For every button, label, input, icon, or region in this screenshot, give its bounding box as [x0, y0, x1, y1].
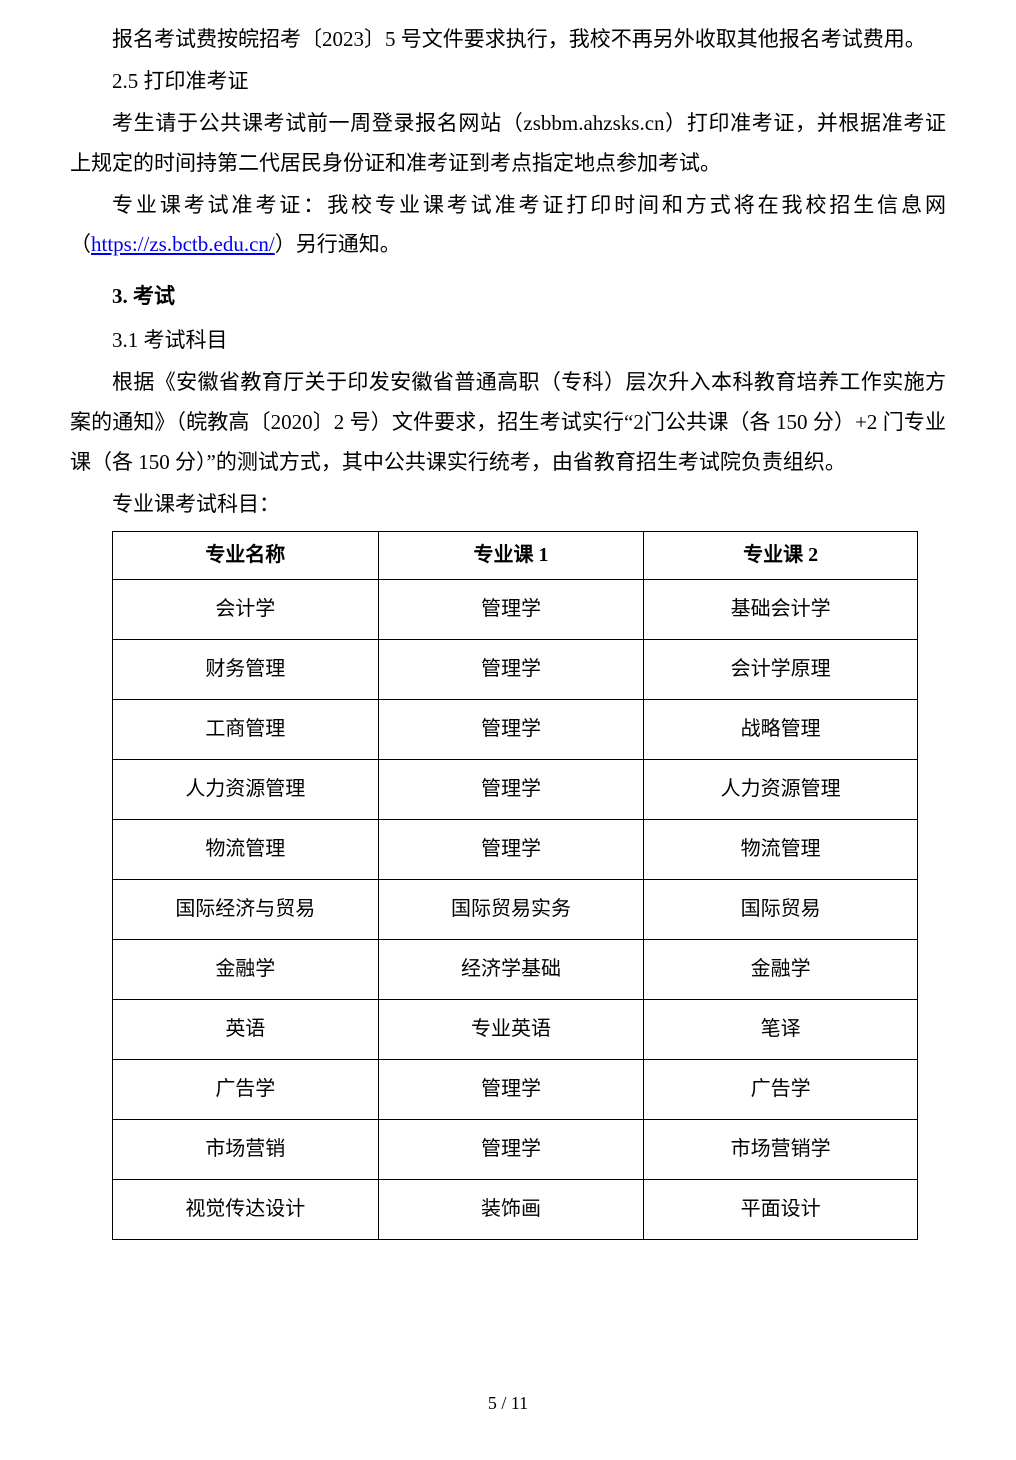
cell-major: 市场营销: [113, 1119, 379, 1179]
section-3-1-title: 3.1 考试科目: [70, 321, 946, 361]
cell-course2: 广告学: [644, 1059, 918, 1119]
cell-course1: 管理学: [378, 639, 644, 699]
cell-major: 会计学: [113, 579, 379, 639]
header-course-1: 专业课 1: [378, 531, 644, 579]
cell-major: 工商管理: [113, 699, 379, 759]
cell-course1: 管理学: [378, 1119, 644, 1179]
cell-course2: 金融学: [644, 939, 918, 999]
table-row: 广告学 管理学 广告学: [113, 1059, 918, 1119]
table-row: 物流管理 管理学 物流管理: [113, 819, 918, 879]
cell-course2: 市场营销学: [644, 1119, 918, 1179]
cell-course1: 管理学: [378, 699, 644, 759]
cell-major: 金融学: [113, 939, 379, 999]
header-course-2: 专业课 2: [644, 531, 918, 579]
section-2-5-title: 2.5 打印准考证: [70, 62, 946, 102]
exam-subjects-paragraph: 根据《安徽省教育厅关于印发安徽省普通高职（专科）层次升入本科教育培养工作实施方案…: [70, 363, 946, 483]
cell-major: 视觉传达设计: [113, 1179, 379, 1239]
cell-course1: 管理学: [378, 759, 644, 819]
table-row: 金融学 经济学基础 金融学: [113, 939, 918, 999]
print-ticket-paragraph: 考生请于公共课考试前一周登录报名网站（zsbbm.ahzsks.cn）打印准考证…: [70, 104, 946, 184]
cell-course2: 人力资源管理: [644, 759, 918, 819]
table-row: 人力资源管理 管理学 人力资源管理: [113, 759, 918, 819]
table-row: 国际经济与贸易 国际贸易实务 国际贸易: [113, 879, 918, 939]
table-row: 英语 专业英语 笔译: [113, 999, 918, 1059]
table-row: 工商管理 管理学 战略管理: [113, 699, 918, 759]
cell-course1: 经济学基础: [378, 939, 644, 999]
page-number: 5 / 11: [0, 1386, 1016, 1420]
cell-course2: 战略管理: [644, 699, 918, 759]
pro-course-ticket-paragraph: 专业课考试准考证：我校专业课考试准考证打印时间和方式将在我校招生信息网（http…: [70, 186, 946, 266]
table-header-row: 专业名称 专业课 1 专业课 2: [113, 531, 918, 579]
table-body: 会计学 管理学 基础会计学 财务管理 管理学 会计学原理 工商管理 管理学 战略…: [113, 579, 918, 1239]
cell-course2: 笔译: [644, 999, 918, 1059]
cell-course1: 管理学: [378, 1059, 644, 1119]
cell-major: 财务管理: [113, 639, 379, 699]
cell-course2: 物流管理: [644, 819, 918, 879]
cell-major: 广告学: [113, 1059, 379, 1119]
fee-paragraph: 报名考试费按皖招考〔2023〕5 号文件要求执行，我校不再另外收取其他报名考试费…: [70, 20, 946, 60]
section-3-title: 3. 考试: [70, 277, 946, 317]
table-intro: 专业课考试科目：: [70, 485, 946, 525]
cell-course2: 国际贸易: [644, 879, 918, 939]
major-courses-table: 专业名称 专业课 1 专业课 2 会计学 管理学 基础会计学 财务管理 管理学 …: [112, 531, 918, 1240]
cell-major: 物流管理: [113, 819, 379, 879]
cell-course1: 装饰画: [378, 1179, 644, 1239]
header-major-name: 专业名称: [113, 531, 379, 579]
table-row: 会计学 管理学 基础会计学: [113, 579, 918, 639]
admissions-link[interactable]: https://zs.bctb.edu.cn/: [91, 232, 275, 256]
cell-course1: 管理学: [378, 819, 644, 879]
cell-course2: 基础会计学: [644, 579, 918, 639]
cell-course1: 专业英语: [378, 999, 644, 1059]
table-row: 财务管理 管理学 会计学原理: [113, 639, 918, 699]
cell-course2: 平面设计: [644, 1179, 918, 1239]
cell-course1: 管理学: [378, 579, 644, 639]
cell-major: 英语: [113, 999, 379, 1059]
cell-course2: 会计学原理: [644, 639, 918, 699]
table-row: 视觉传达设计 装饰画 平面设计: [113, 1179, 918, 1239]
p3-after-text: ）另行通知。: [275, 232, 401, 256]
cell-course1: 国际贸易实务: [378, 879, 644, 939]
cell-major: 国际经济与贸易: [113, 879, 379, 939]
table-row: 市场营销 管理学 市场营销学: [113, 1119, 918, 1179]
cell-major: 人力资源管理: [113, 759, 379, 819]
